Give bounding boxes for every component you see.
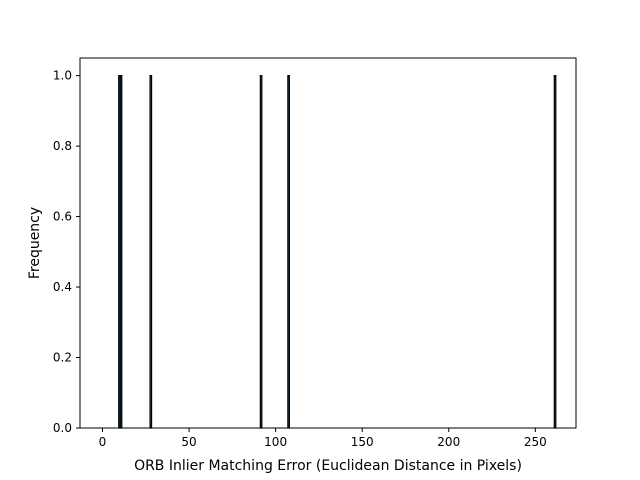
x-tick-label: 0 [99,435,107,449]
x-tick-label: 150 [351,435,374,449]
y-tick-label: 0.0 [53,421,72,435]
y-axis-ticks: 0.0 0.2 0.4 0.6 0.8 1.0 [53,69,80,435]
x-tick-label: 100 [264,435,287,449]
plot-frame [79,57,577,429]
x-tick-label: 50 [181,435,196,449]
histogram-bar-3 [149,75,153,429]
histogram-bar-4 [259,75,263,429]
x-axis-ticks: 0 50 100 150 200 250 [99,428,547,449]
x-axis-label: ORB Inlier Matching Error (Euclidean Dis… [134,458,522,474]
y-tick-label: 0.8 [53,139,72,153]
y-axis-label: Frequency [27,207,43,279]
y-tick-label: 0.2 [53,351,72,365]
x-tick-label: 200 [437,435,460,449]
x-tick-label: 250 [524,435,547,449]
plot-background [80,58,576,428]
y-tick-label: 1.0 [53,69,72,83]
y-tick-label: 0.6 [53,210,72,224]
histogram-bar-5 [287,75,290,429]
histogram-bar-2 [119,75,123,429]
histogram-bar-6 [553,75,557,429]
y-tick-label: 0.4 [53,280,72,294]
